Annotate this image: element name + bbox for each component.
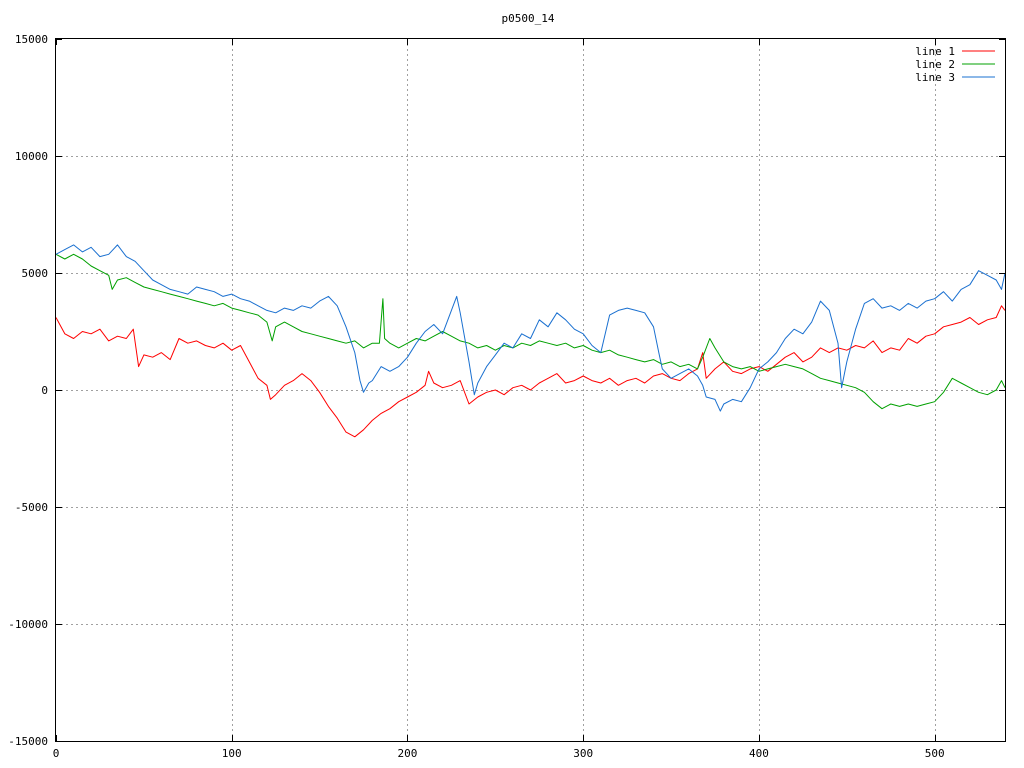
y-tick-label: 10000 [15,150,48,163]
y-tick-label: 5000 [22,267,49,280]
series-line-1 [55,305,1006,438]
series-line-2 [55,253,1006,410]
axis-ticks: 0 100 200 300 400 500 -15000 -10000 -5000 0 5000 10… [8,33,1005,760]
y-tick-label: 0 [41,384,48,397]
legend-label: line 2 [915,58,955,71]
chart-title: p0500_14 [502,12,555,25]
x-tick-label: 500 [925,747,945,760]
series-lines [55,244,1006,438]
plot-frame [55,38,1006,742]
x-tick-label: 100 [222,747,242,760]
y-tick-label: -10000 [8,618,48,631]
series-line-3 [55,244,1006,412]
y-tick-label: -15000 [8,735,48,748]
x-tick-label: 200 [398,747,418,760]
y-tick-label: 15000 [15,33,48,46]
grid [56,39,1005,741]
x-tick-label: 0 [53,747,60,760]
x-tick-label: 400 [749,747,769,760]
y-tick-label: -5000 [15,501,48,514]
legend-label: line 1 [915,45,955,58]
legend-label: line 3 [915,71,955,84]
x-tick-label: 300 [573,747,593,760]
